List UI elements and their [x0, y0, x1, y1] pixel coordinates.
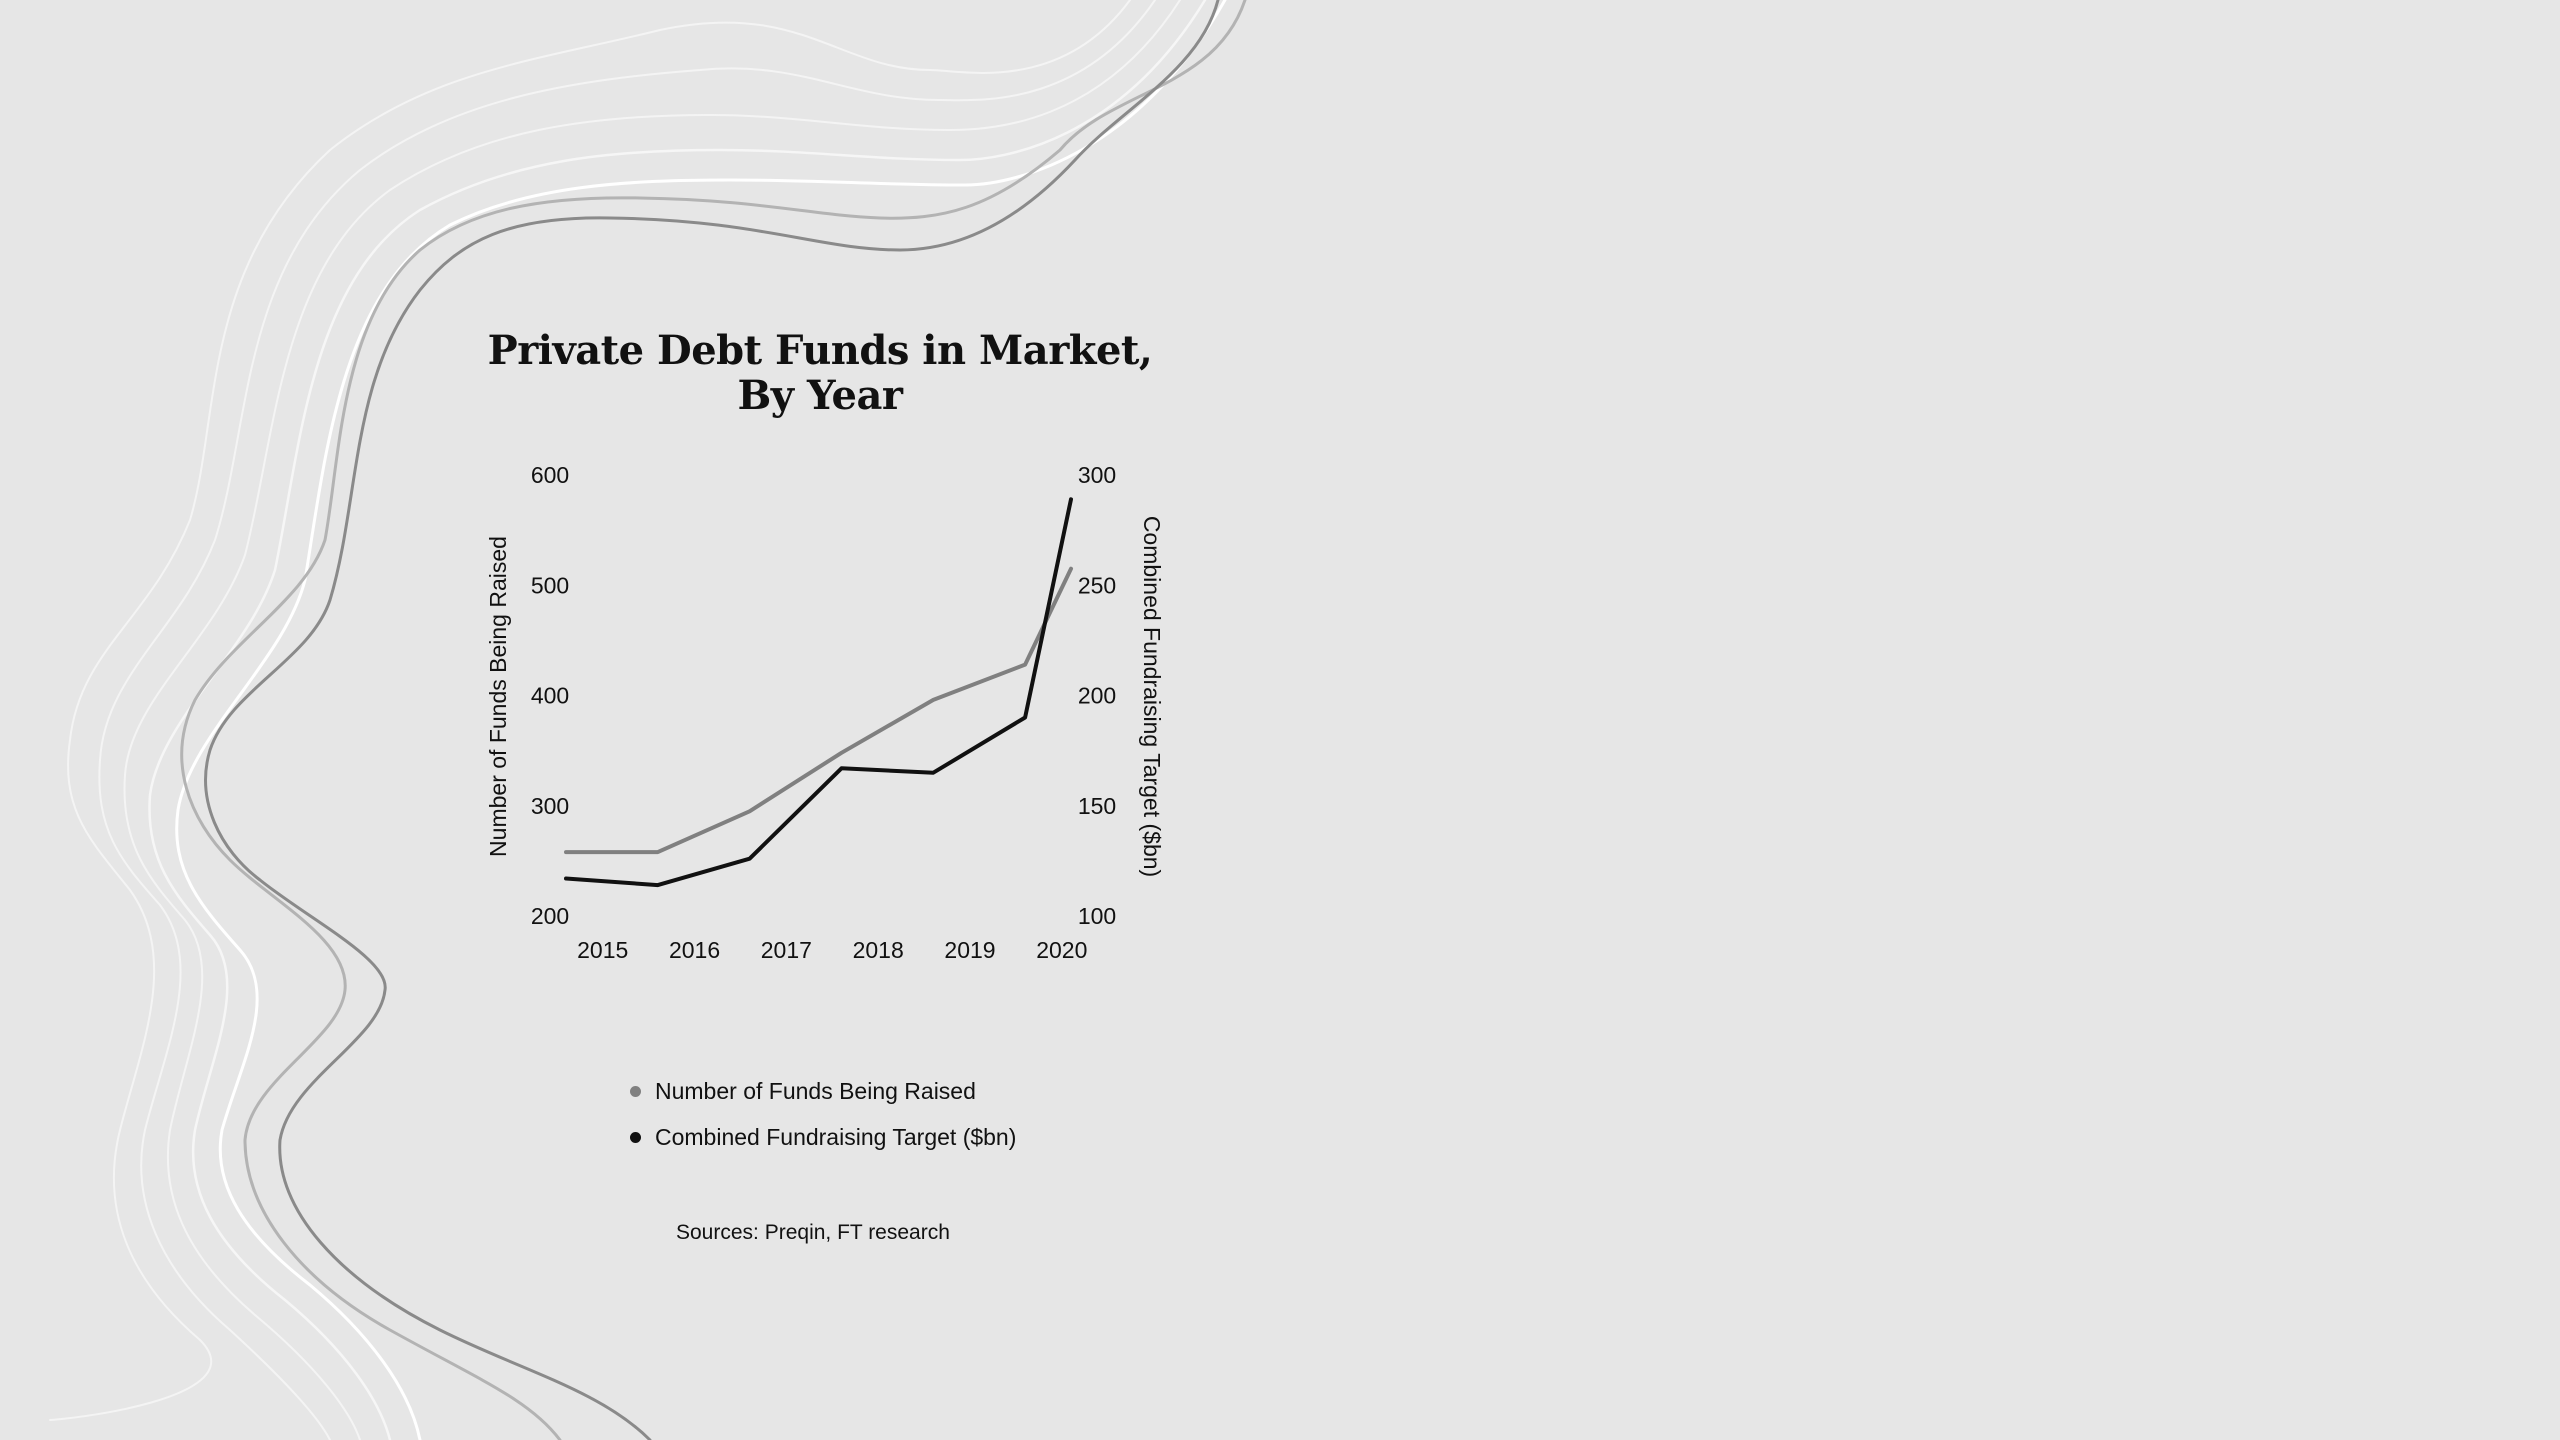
y-right-tick-label: 100 [1078, 903, 1116, 929]
series-line-funds [564, 566, 1073, 855]
contour-line [175, 0, 1227, 1440]
x-tick-label: 2015 [577, 937, 628, 963]
chart-title-line-2: By Year [737, 372, 904, 419]
x-tick-label: 2017 [761, 937, 812, 963]
legend-marker-target [630, 1131, 641, 1143]
chart-title-line-1: Private Debt Funds in Market, [487, 327, 1153, 374]
y-left-tick-label: 400 [531, 683, 569, 709]
contour-line [204, 0, 1220, 1440]
chart-title: Private Debt Funds in Market, By Year [420, 328, 1220, 418]
contour-line [180, 0, 1247, 1440]
y-right-tick-label: 200 [1078, 683, 1116, 709]
y-right-tick-label: 300 [1078, 462, 1116, 488]
y-right-tick-label: 250 [1078, 572, 1116, 598]
contour-line [148, 0, 1207, 1440]
contour-line [123, 0, 1181, 1440]
y-left-tick-label: 500 [531, 572, 569, 598]
series-line-target [564, 497, 1073, 888]
x-tick-label: 2019 [944, 937, 995, 963]
y-left-tick-label: 600 [531, 462, 569, 488]
legend-label-target: Combined Fundraising Target ($bn) [655, 1123, 1017, 1150]
legend-marker-funds [630, 1085, 641, 1097]
contour-line [49, 0, 1131, 1421]
y-right-axis-label: Combined Fundraising Target ($bn) [1139, 516, 1165, 877]
x-tick-label: 2016 [669, 937, 720, 963]
contour-line [98, 0, 1156, 1440]
legend-label-funds: Number of Funds Being Raised [655, 1077, 976, 1104]
x-tick-label: 2020 [1036, 937, 1087, 963]
legend-item-target: Combined Fundraising Target ($bn) [630, 1114, 1016, 1160]
y-left-axis-label: Number of Funds Being Raised [485, 536, 511, 857]
chart-legend: Number of Funds Being Raised Combined Fu… [630, 1068, 1016, 1160]
source-note: Sources: Preqin, FT research [676, 1221, 950, 1244]
legend-item-funds: Number of Funds Being Raised [630, 1068, 1016, 1114]
y-left-tick-label: 200 [531, 903, 569, 929]
y-left-tick-label: 300 [531, 793, 569, 819]
x-tick-label: 2018 [853, 937, 904, 963]
y-right-tick-label: 150 [1078, 793, 1116, 819]
